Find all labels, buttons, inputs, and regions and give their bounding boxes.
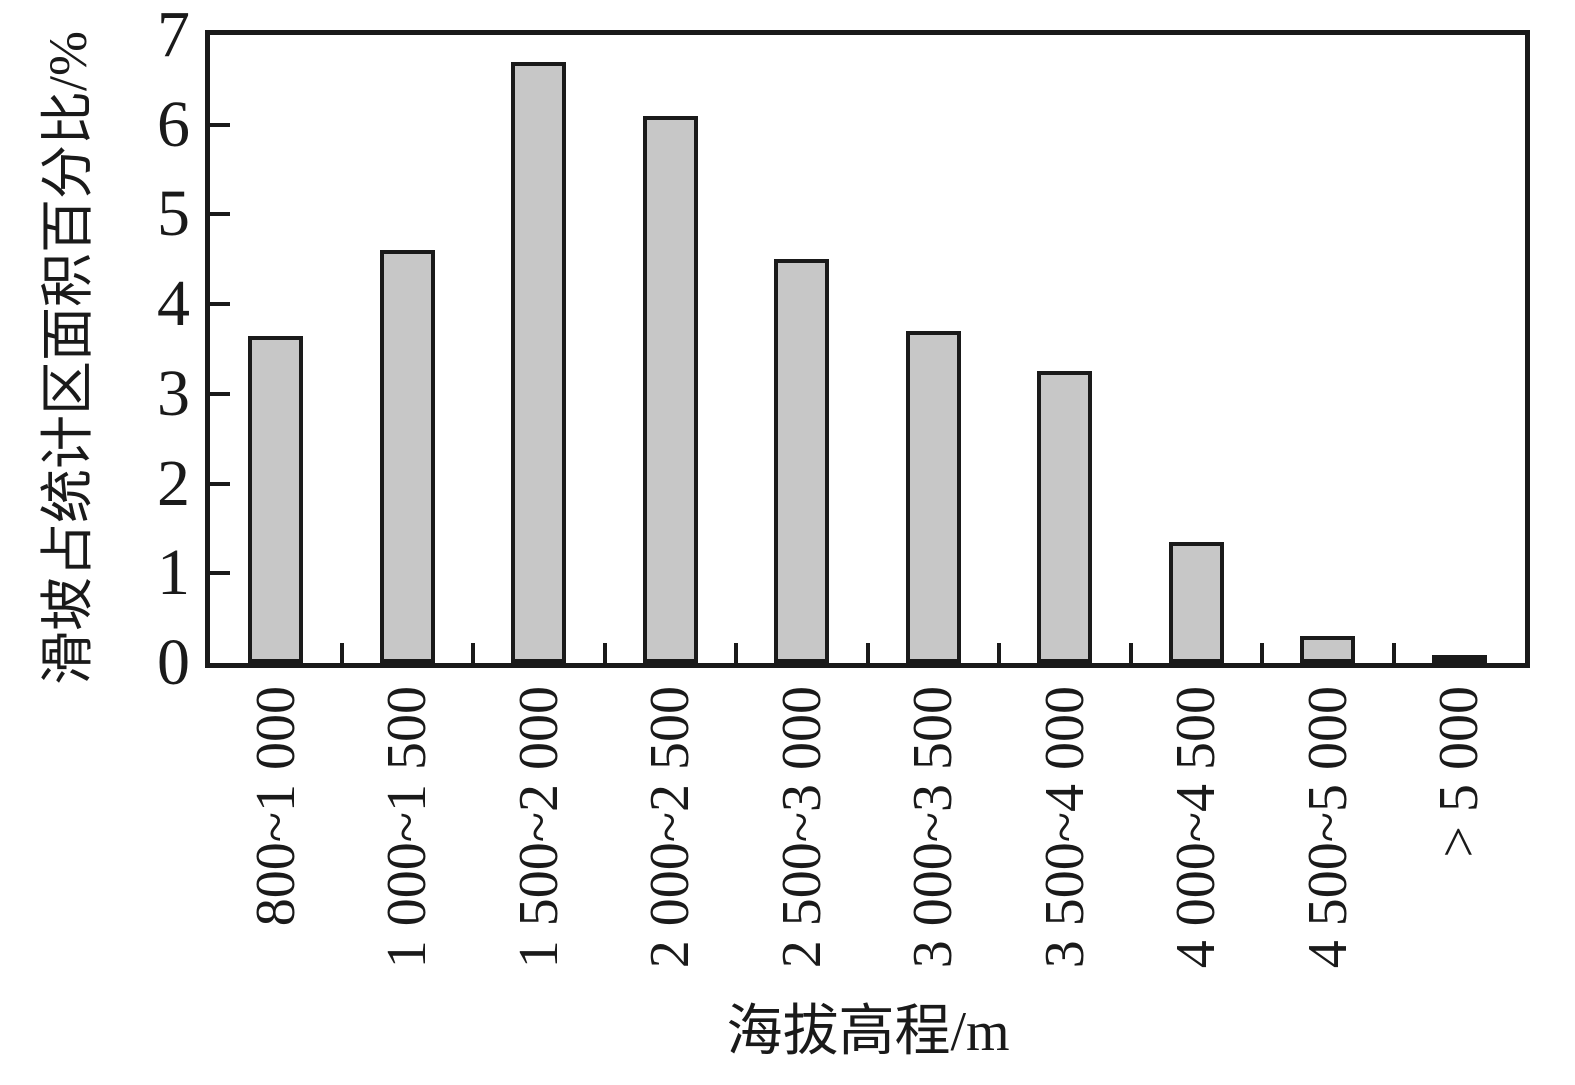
bar-4500~5000 xyxy=(1300,636,1356,663)
x-axis-category-label->5000: > 5 000 xyxy=(1428,686,1491,858)
y-axis-tick-label-7: 7 xyxy=(157,0,190,71)
y-axis-title: 滑坡占统计区面积百分比/% xyxy=(38,31,98,685)
bar-1500~2000 xyxy=(511,61,567,663)
x-axis-tick-7 xyxy=(1128,643,1133,663)
bar->5000 xyxy=(1431,655,1487,663)
bar-4000~4500 xyxy=(1168,541,1224,663)
bar-1000~1500 xyxy=(379,250,435,663)
x-axis-tick-1 xyxy=(339,643,344,663)
y-axis-tick-4 xyxy=(210,302,230,307)
bar-3500~4000 xyxy=(1037,371,1093,663)
x-axis-category-label-800~1000: 800~1 000 xyxy=(244,686,307,927)
y-axis-tick-label-2: 2 xyxy=(157,446,190,520)
y-axis-tick-2 xyxy=(210,481,230,486)
x-axis-category-label-3000~3500: 3 000~3 500 xyxy=(902,686,965,969)
x-axis-category-label-2000~2500: 2 000~2 500 xyxy=(639,686,702,969)
y-axis-tick-1 xyxy=(210,571,230,576)
x-axis-title: 海拔高程/m xyxy=(726,1001,1010,1063)
x-axis-tick-9 xyxy=(1391,643,1396,663)
y-axis-tick-label-3: 3 xyxy=(157,356,190,430)
x-axis-category-label-4500~5000: 4 500~5 000 xyxy=(1296,686,1359,969)
y-axis-tick-label-1: 1 xyxy=(157,536,190,610)
x-axis-tick-5 xyxy=(865,643,870,663)
bar-2500~3000 xyxy=(774,259,830,663)
plot-area xyxy=(205,30,1530,668)
x-axis-tick-6 xyxy=(997,643,1001,663)
bar-2000~2500 xyxy=(642,115,698,663)
y-axis-tick-label-5: 5 xyxy=(157,177,190,251)
x-axis-tick-8 xyxy=(1260,643,1264,663)
y-axis-tick-label-6: 6 xyxy=(157,87,190,161)
y-axis-tick-label-4: 4 xyxy=(157,267,190,341)
y-axis-tick-5 xyxy=(210,212,230,217)
bar-3000~3500 xyxy=(905,331,961,663)
x-axis-category-label-2500~3000: 2 500~3 000 xyxy=(770,686,833,969)
x-axis-category-label-4000~4500: 4 000~4 500 xyxy=(1165,686,1228,969)
y-axis-tick-6 xyxy=(210,122,230,127)
x-axis-category-label-1500~2000: 1 500~2 000 xyxy=(507,686,570,969)
x-axis-category-label-1000~1500: 1 000~1 500 xyxy=(376,686,439,969)
y-axis-tick-3 xyxy=(210,391,230,396)
y-axis-tick-label-0: 0 xyxy=(157,626,190,699)
x-axis-tick-2 xyxy=(471,643,475,663)
x-axis-tick-3 xyxy=(602,643,607,663)
x-axis-tick-4 xyxy=(734,643,738,663)
bar-800~1000 xyxy=(248,335,304,663)
x-axis-category-label-3500~4000: 3 500~4 000 xyxy=(1033,686,1096,969)
